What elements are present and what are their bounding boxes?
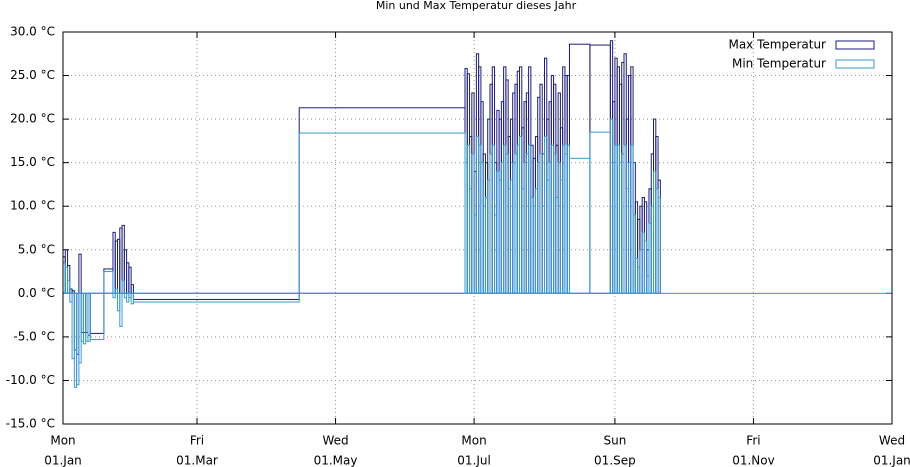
bar (657, 197, 661, 294)
y-tick-label: 10.0 °C (10, 199, 55, 213)
legend-label: Max Temperatur (728, 38, 826, 52)
x-tick-label: Sun (603, 434, 626, 448)
x-tick-label: 01.Nov (732, 454, 775, 467)
legend-swatch (835, 59, 875, 69)
x-tick-label: Mon (461, 434, 486, 448)
y-tick-label: -15.0 °C (6, 417, 55, 431)
x-tick-label: 01.May (314, 454, 358, 467)
x-tick-label: Fri (746, 434, 760, 448)
y-tick-label: 0.0 °C (18, 286, 55, 300)
y-tick-label: 15.0 °C (10, 155, 55, 169)
chart-title: Min und Max Temperatur dieses Jahr (376, 0, 577, 12)
bar (67, 279, 71, 294)
x-tick-label: Mon (50, 434, 75, 448)
x-tick-label: Wed (879, 434, 905, 448)
bar (103, 271, 114, 294)
bar (114, 288, 119, 294)
bar (132, 292, 300, 303)
x-tick-label: 01.Mar (176, 454, 218, 467)
y-tick-label: 30.0 °C (10, 25, 55, 39)
x-tick-label: Wed (322, 434, 348, 448)
y-tick-label: 20.0 °C (10, 112, 55, 126)
bar (119, 292, 123, 327)
bar (103, 268, 114, 294)
legend-label: Min Temperatur (732, 57, 826, 71)
bar (568, 43, 591, 294)
y-tick-label: 25.0 °C (10, 68, 55, 82)
bar (130, 284, 134, 294)
bar (589, 44, 611, 294)
bar (298, 107, 466, 294)
x-tick-label: Fri (190, 434, 204, 448)
bar (89, 292, 105, 334)
bar (121, 279, 125, 294)
y-tick-label: -5.0 °C (13, 329, 55, 343)
x-tick-label: 01.Sep (594, 454, 636, 467)
bar (78, 253, 82, 294)
y-tick-label: 5.0 °C (18, 242, 55, 256)
x-tick-label: 01.Jan (873, 454, 910, 467)
bar (589, 131, 611, 294)
bar (568, 157, 591, 294)
bar (112, 292, 116, 299)
y-tick-label: -10.0 °C (6, 373, 55, 387)
x-tick-label: 01.Jan (44, 454, 82, 467)
bar (89, 292, 105, 341)
bar (132, 292, 300, 300)
legend-swatch (835, 40, 875, 50)
plot-frame (62, 31, 893, 425)
bar (298, 132, 466, 294)
x-tick-label: 01.Jul (457, 454, 491, 467)
